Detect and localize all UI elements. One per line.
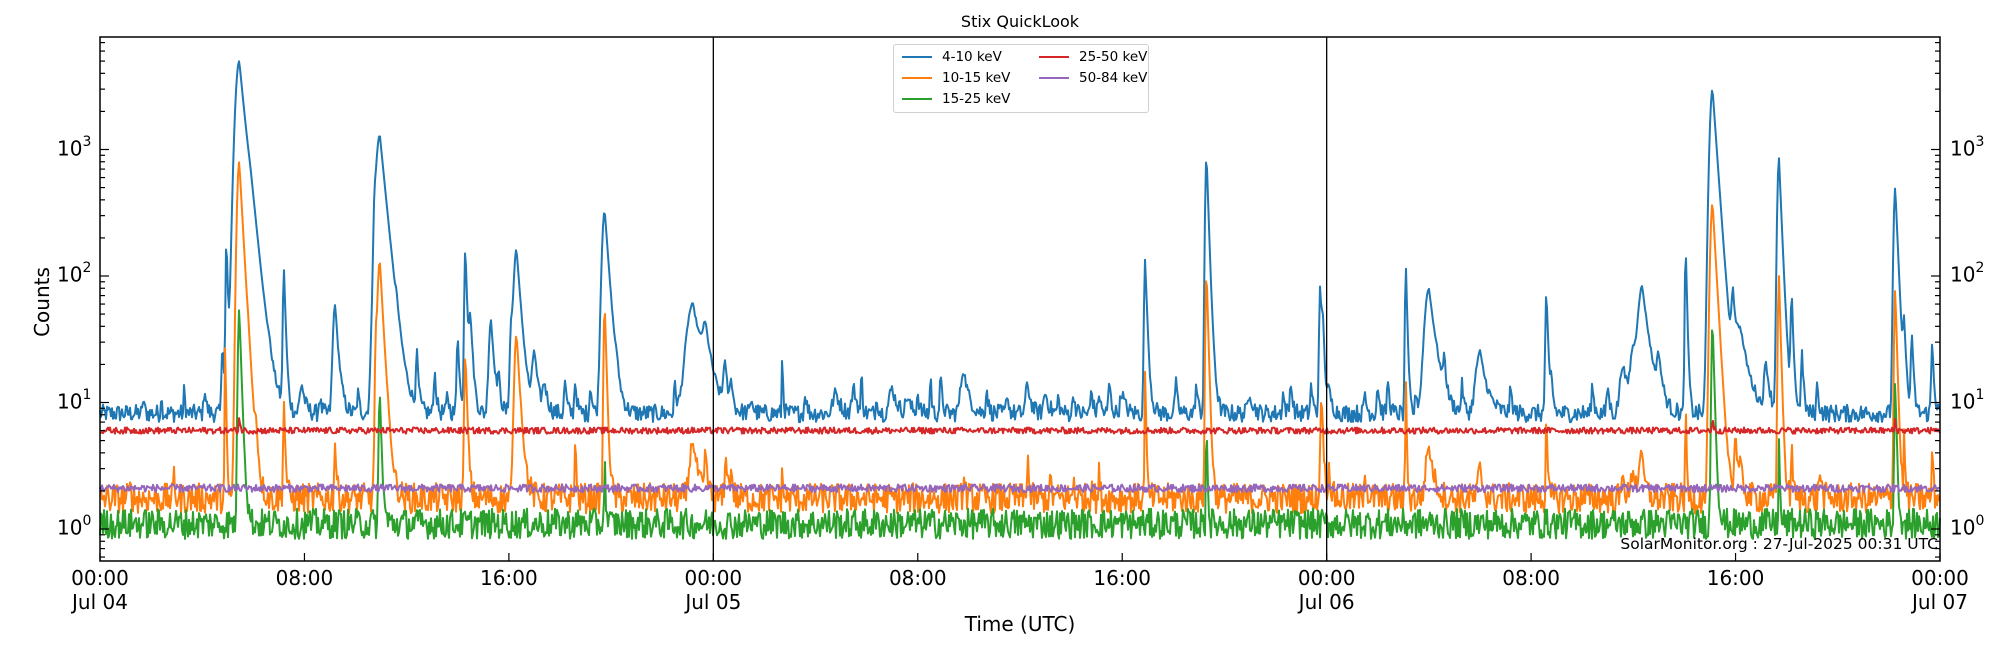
y-tick-base: 10 [1950, 515, 1976, 540]
x-tick-time: 08:00 [275, 566, 334, 590]
legend-swatch [1039, 56, 1069, 58]
legend-swatch [902, 98, 932, 100]
x-tick-time: 16:00 [480, 566, 538, 590]
y-tick-base: 10 [1950, 262, 1976, 287]
y-tick-label-right: 103 [1950, 133, 1985, 161]
legend-label: 4-10 keV [942, 49, 1002, 65]
x-tick-label: 16:00 [1093, 566, 1151, 590]
legend-swatch [902, 77, 932, 79]
y-tick-label-left: 103 [57, 133, 92, 161]
chart-title: Stix QuickLook [960, 12, 1080, 31]
x-tick-date: Jul 04 [72, 590, 128, 614]
y-axis-label: Counts [30, 267, 54, 337]
x-tick-label: 00:00 Jul 04 [71, 566, 129, 614]
y-tick-exponent: 1 [82, 386, 92, 403]
day-dividers [712, 37, 1328, 561]
watermark: SolarMonitor.org : 27-Jul-2025 00:31 UTC [1620, 535, 1938, 553]
y-tick-label-left: 101 [57, 386, 92, 414]
x-tick-time: 08:00 [1502, 566, 1560, 590]
legend-label: 25-50 keV [1079, 49, 1148, 65]
series-layer [99, 60, 1941, 540]
y-tick-exponent: 0 [82, 513, 92, 529]
legend-swatch [1039, 77, 1069, 79]
y-tick-base: 10 [57, 515, 83, 540]
y-tick-exponent: 0 [1975, 513, 1985, 529]
x-tick-time: 00:00 [1297, 566, 1356, 590]
legend-item-4-10kev: 4-10 keV [902, 48, 1002, 66]
x-tick-date: Jul 07 [1912, 590, 1968, 614]
legend-item-50-84kev: 50-84 keV [1039, 69, 1147, 87]
y-tick-exponent: 2 [82, 260, 92, 276]
x-tick-time: 00:00 [71, 566, 129, 590]
legend-item-15-25kev: 15-25 keV [902, 90, 1010, 108]
x-axis-label: Time (UTC) [964, 612, 1076, 636]
legend-item-25-50kev: 25-50 keV [1039, 48, 1147, 66]
x-tick-label: 00:00 Jul 05 [685, 566, 743, 614]
y-tick-label-left: 102 [57, 260, 92, 287]
legend-swatch [902, 56, 932, 58]
x-tick-time: 00:00 [1911, 566, 1969, 590]
x-tick-time: 08:00 [888, 566, 947, 590]
y-tick-exponent: 3 [82, 133, 92, 150]
y-tick-base: 10 [57, 136, 83, 161]
legend-label: 15-25 keV [942, 91, 1011, 107]
x-tick-label: 16:00 [1707, 566, 1765, 590]
x-tick-time: 16:00 [1093, 566, 1152, 590]
x-tick-date: Jul 06 [1298, 590, 1355, 614]
x-tick-label: 08:00 [276, 566, 334, 590]
y-tick-label-right: 102 [1950, 260, 1985, 287]
y-tick-base: 10 [1950, 136, 1976, 161]
x-tick-label: 08:00 [889, 566, 947, 590]
x-tick-label: 00:00 Jul 06 [1298, 566, 1356, 614]
series-line-15-25kev [99, 309, 1941, 540]
plot-frame [99, 36, 1941, 562]
series-line-4-10kev [99, 60, 1941, 424]
y-tick-exponent: 3 [1975, 133, 1985, 150]
series-line-10-15kev [99, 161, 1941, 515]
legend-label: 10-15 keV [942, 70, 1011, 86]
y-tick-label-left: 100 [57, 513, 92, 540]
x-tick-label: 00:00 Jul 07 [1911, 566, 1969, 614]
y-tick-base: 10 [57, 389, 83, 414]
y-tick-exponent: 1 [1975, 386, 1985, 403]
y-tick-label-right: 101 [1950, 386, 1985, 414]
series-line-50-84kev [99, 483, 1941, 493]
y-tick-label-right: 100 [1950, 513, 1985, 540]
x-tick-label: 08:00 [1502, 566, 1560, 590]
axis-ticks [99, 41, 1941, 561]
legend-item-10-15kev: 10-15 keV [902, 69, 1010, 87]
legend: 4-10 keV 10-15 keV 15-25 keV 25-50 keV 5… [893, 44, 1149, 113]
x-tick-time: 16:00 [1706, 566, 1765, 590]
x-tick-label: 16:00 [480, 566, 538, 590]
legend-label: 50-84 keV [1079, 70, 1148, 86]
y-tick-exponent: 2 [1975, 260, 1985, 276]
x-tick-time: 00:00 [684, 566, 743, 590]
y-tick-base: 10 [1950, 389, 1976, 414]
x-tick-date: Jul 05 [685, 590, 742, 614]
y-tick-base: 10 [57, 262, 83, 287]
series-line-25-50kev [99, 417, 1941, 435]
